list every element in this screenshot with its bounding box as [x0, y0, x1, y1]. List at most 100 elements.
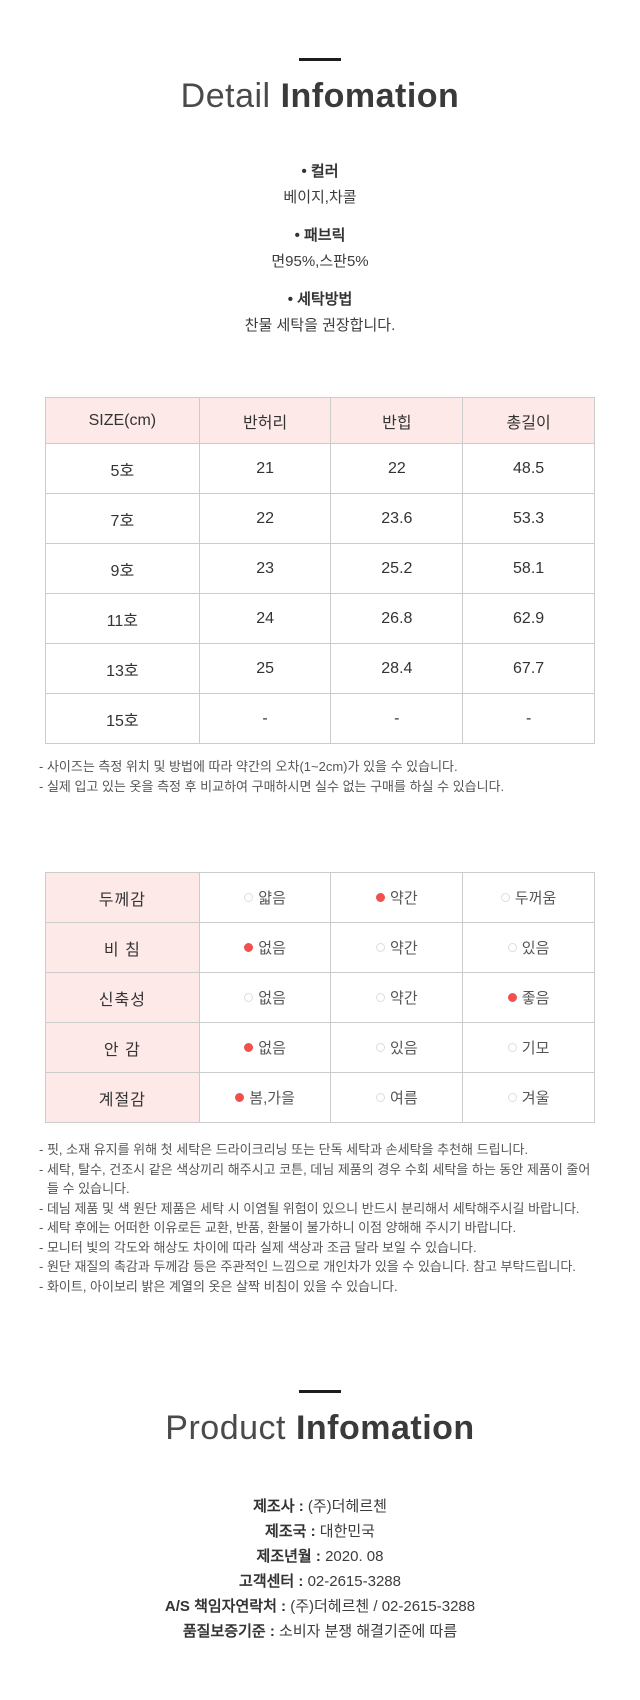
customer-center-label: 고객센터 : — [239, 1573, 304, 1590]
size-cell: 7호 — [45, 493, 200, 544]
spec-wash-value: 찬물 세탁을 권장합니다. — [244, 317, 396, 334]
hip-cell: 26.8 — [330, 593, 464, 644]
spec-fabric: • 패브릭 면95%,스판5% — [0, 224, 640, 271]
country-label: 제조국 : — [265, 1523, 316, 1540]
radio-dot-icon — [244, 1043, 254, 1052]
care-note: - 세탁 후에는 어떠한 이유로든 교환, 반품, 환불이 불가하니 이점 양해… — [39, 1220, 517, 1235]
radio-dot-icon — [244, 893, 254, 902]
option-label: 있음 — [521, 940, 550, 957]
detail-title-light: Detail — [180, 77, 271, 115]
feature-option-cell: 약간 — [330, 972, 464, 1023]
hip-cell: 22 — [330, 443, 464, 494]
customer-center-value: 02-2615-3288 — [307, 1573, 401, 1590]
feature-label: 신축성 — [45, 972, 200, 1023]
as-contact-item: A/S 책임자연락처 : (주)더헤르첸 / 02-2615-3288 — [0, 1594, 640, 1619]
waist-cell: 25 — [198, 643, 332, 694]
care-notes: - 핏, 소재 유지를 위해 첫 세탁은 드라이크리닝 또는 단독 세탁과 손세… — [39, 1140, 601, 1296]
waist-cell: 21 — [198, 443, 332, 494]
manufacturer-label: 제조사 : — [253, 1498, 304, 1515]
option-label: 없음 — [258, 940, 286, 957]
as-contact-value: (주)더헤르첸 / 02-2615-3288 — [290, 1598, 476, 1615]
feature-option-cell: 겨울 — [462, 1072, 595, 1123]
warranty-value: 소비자 분쟁 해결기준에 따름 — [279, 1623, 458, 1640]
feature-row-season: 계절감 봄,가을 여름 겨울 — [45, 1072, 595, 1123]
feature-option-cell: 없음 — [198, 972, 332, 1023]
feature-option-cell: 봄,가을 — [198, 1072, 332, 1123]
care-note: - 모니터 빛의 각도와 해상도 차이에 따라 실제 색상과 조금 달라 보일 … — [39, 1239, 477, 1255]
table-row: 11호 24 26.8 62.9 — [45, 593, 595, 644]
length-cell: 62.9 — [462, 593, 595, 644]
care-note: - 원단 재질의 촉감과 두께감 등은 주관적인 느낌으로 개인차가 있을 수 … — [39, 1259, 576, 1274]
detail-info-title: Detail Infomation — [0, 77, 640, 116]
feature-option-cell: 없음 — [198, 922, 332, 973]
hip-cell: 25.2 — [330, 543, 464, 594]
detail-title-bold: Infomation — [280, 77, 460, 115]
size-note: - 실제 입고 있는 옷을 측정 후 비교하여 구매하시면 실수 없는 구매를 … — [39, 778, 505, 794]
feature-row-sheerness: 비 침 없음 약간 있음 — [45, 922, 595, 973]
feature-option-cell: 두꺼움 — [462, 872, 595, 923]
care-note: - 화이트, 아이보리 밝은 계열의 옷은 살짝 비침이 있을 수 있습니다. — [39, 1278, 398, 1294]
hip-cell: 28.4 — [330, 643, 464, 694]
feature-option-cell: 없음 — [198, 1022, 332, 1073]
care-note: - 핏, 소재 유지를 위해 첫 세탁은 드라이크리닝 또는 단독 세탁과 손세… — [39, 1142, 529, 1157]
warranty-item: 품질보증기준 : 소비자 분쟁 해결기준에 따름 — [0, 1619, 640, 1644]
spec-color-value: 베이지,차콜 — [283, 189, 357, 206]
option-label: 좋음 — [521, 990, 550, 1007]
feature-option-cell: 여름 — [330, 1072, 464, 1123]
radio-dot-icon — [507, 993, 517, 1002]
hip-col-header: 반힙 — [330, 397, 464, 444]
spec-fabric-value: 면95%,스판5% — [271, 253, 369, 270]
feature-option-cell: 약간 — [330, 922, 464, 973]
length-cell: - — [462, 693, 595, 744]
waist-cell: 24 — [198, 593, 332, 644]
radio-dot-icon — [500, 893, 510, 902]
feature-option-cell: 기모 — [462, 1022, 595, 1073]
feature-label: 비 침 — [45, 922, 200, 973]
feature-row-elasticity: 신축성 없음 약간 좋음 — [45, 972, 595, 1023]
option-label: 약간 — [390, 940, 418, 957]
radio-dot-icon — [376, 993, 386, 1002]
option-label: 없음 — [258, 1040, 286, 1057]
feature-row-lining: 안 감 없음 있음 기모 — [45, 1022, 595, 1073]
size-notes: - 사이즈는 측정 위치 및 방법에 따라 약간의 오차(1~2cm)가 있을 … — [39, 757, 601, 796]
product-title-bold: Infomation — [295, 1409, 475, 1447]
waist-cell: 22 — [198, 493, 332, 544]
option-label: 봄,가을 — [249, 1090, 295, 1107]
size-table: SIZE(cm) 반허리 반힙 총길이 5호 21 22 48.5 7호 22 … — [45, 397, 595, 744]
manufacture-date-label: 제조년월 : — [256, 1548, 321, 1565]
radio-dot-icon — [376, 1093, 386, 1102]
country-item: 제조국 : 대한민국 — [0, 1519, 640, 1544]
size-note: - 사이즈는 측정 위치 및 방법에 따라 약간의 오차(1~2cm)가 있을 … — [39, 759, 458, 774]
option-label: 얇음 — [258, 890, 286, 907]
table-row: 7호 22 23.6 53.3 — [45, 493, 595, 544]
hip-cell: - — [330, 693, 464, 744]
hip-cell: 23.6 — [330, 493, 464, 544]
feature-row-thickness: 두께감 얇음 약간 두꺼움 — [45, 872, 595, 923]
table-row: 13호 25 28.4 67.7 — [45, 643, 595, 694]
radio-dot-icon — [235, 1093, 245, 1102]
radio-dot-icon — [507, 943, 517, 952]
table-row: 9호 23 25.2 58.1 — [45, 543, 595, 594]
table-row: 5호 21 22 48.5 — [45, 443, 595, 494]
manufacture-date-value: 2020. 08 — [325, 1548, 384, 1565]
feature-label: 두께감 — [45, 872, 200, 923]
spec-section: • 컬러 베이지,차콜 • 패브릭 면95%,스판5% • 세탁방법 찬물 세탁… — [0, 160, 640, 335]
size-cell: 5호 — [45, 443, 200, 494]
product-info-title: Product Infomation — [0, 1409, 640, 1448]
as-contact-label: A/S 책임자연락처 : — [164, 1598, 287, 1615]
manufacturer-item: 제조사 : (주)더헤르첸 — [0, 1494, 640, 1519]
option-label: 약간 — [390, 990, 418, 1007]
length-cell: 48.5 — [462, 443, 595, 494]
title-accent-rule — [299, 58, 341, 61]
size-cell: 9호 — [45, 543, 200, 594]
size-cell: 13호 — [45, 643, 200, 694]
radio-dot-icon — [376, 943, 386, 952]
feature-option-cell: 약간 — [330, 872, 464, 923]
detail-info-header: Detail Infomation — [0, 0, 640, 116]
spec-color-label: • 컬러 — [301, 163, 339, 180]
feature-option-cell: 좋음 — [462, 972, 595, 1023]
radio-dot-icon — [244, 943, 254, 952]
spec-wash: • 세탁방법 찬물 세탁을 권장합니다. — [0, 288, 640, 335]
feature-option-cell: 있음 — [462, 922, 595, 973]
size-cell: 11호 — [45, 593, 200, 644]
